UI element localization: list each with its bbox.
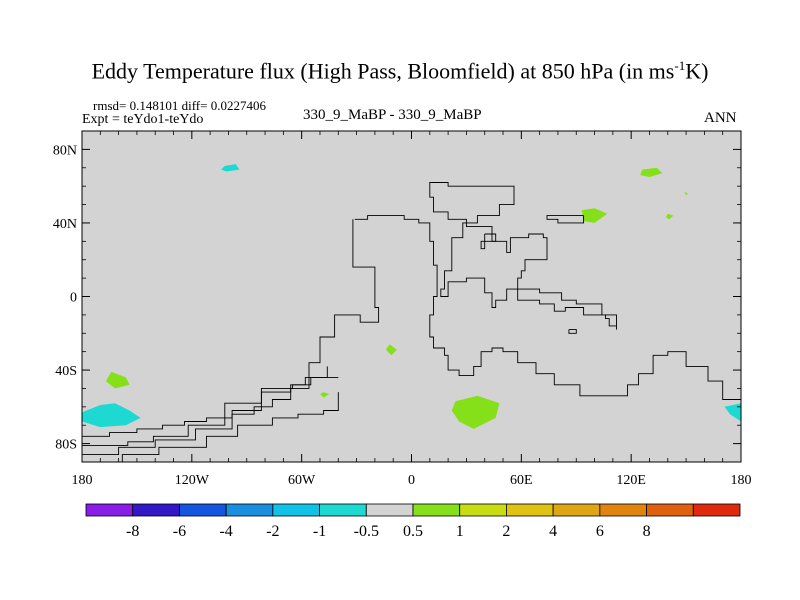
anomaly-region-2 [82,403,141,428]
anomaly-region-7 [640,167,663,177]
colorbar-swatch-13 [692,503,741,517]
y-tick-label-4: 80S [55,438,77,453]
anomaly-regions [82,164,741,429]
season-label: ANN [704,110,737,126]
chart-title-end: K) [685,58,709,84]
rmsd-diff-label: rmsd= 0.148101 diff= 0.0227406 [93,98,266,113]
x-tick-label-4: 60E [510,473,533,488]
colorbar-swatch-9 [506,503,554,517]
y-tick-label-2: 0 [70,291,77,306]
colorbar-swatch-3 [225,503,274,517]
colorbar-label-10: 6 [596,523,604,540]
case-names-label: 330_9_MaBP - 330_9_MaBP [303,107,482,123]
coastlines [81,182,742,462]
anomaly-region-4 [320,392,330,398]
colorbar-swatch-0 [85,503,134,517]
map-background [82,131,741,462]
x-tick-label-0: 180 [72,473,93,488]
y-tick-label-1: 40N [53,217,77,232]
colorbar-label-8: 2 [502,523,510,540]
experiment-label: Expt = teYdo1-teYdo [82,112,204,127]
x-tick-label-1: 120W [175,473,210,488]
x-tick-label-5: 120E [616,473,646,488]
coastline-3 [81,376,339,459]
anomaly-region-0 [221,164,240,172]
anomaly-region-5 [451,395,500,429]
x-tick-label-3: 0 [408,473,415,488]
colorbar-swatch-2 [179,503,227,517]
colorbar-label-6: 0.5 [403,523,423,540]
chart-title-superscript: -1 [674,58,686,73]
coastline-6 [480,233,497,250]
colorbar-swatch-6 [365,503,414,517]
anomaly-region-1 [105,371,130,389]
coastline-5 [429,182,617,330]
colorbar-swatch-5 [319,503,367,517]
coastline-4 [121,392,339,462]
colorbar-label-11: 8 [643,523,651,540]
colorbar-label-5: -0.5 [354,523,379,540]
colorbar-label-7: 1 [456,523,464,540]
coastline-7 [546,215,585,224]
colorbar-swatch-10 [552,503,601,517]
x-tick-label-2: 60W [288,473,316,488]
anomaly-region-9 [684,191,688,196]
chart-title-main: Eddy Temperature flux (High Pass, Bloomf… [91,58,675,84]
colorbar-swatch-1 [132,503,180,517]
anomaly-region-8 [665,213,674,220]
colorbar-label-4: -1 [313,523,326,540]
colorbar-label-2: -4 [219,523,232,540]
colorbar-label-1: -6 [173,523,186,540]
coastline-1 [354,215,742,426]
colorbar: -8 -6 -4 -2 -1 -0.5 0.5 1 2 4 6 8 [85,503,741,540]
anomaly-region-10 [724,403,741,422]
x-tick-label-6: 180 [731,473,752,488]
coastline-0 [82,219,380,437]
axis-ticks: 180 120W 60W 0 60E 120E 180 80N 40N 0 40S 80S [53,131,752,488]
colorbar-swatch-4 [272,503,320,517]
colorbar-label-9: 4 [549,523,557,540]
colorbar-swatch-7 [412,503,461,517]
anomaly-region-6 [581,208,608,223]
coastline-8 [568,329,577,334]
y-tick-label-0: 80N [53,143,77,158]
colorbar-swatch-11 [599,503,647,517]
colorbar-swatch-12 [646,503,694,517]
chart-title: Eddy Temperature flux (High Pass, Bloomf… [0,58,800,84]
colorbar-swatch-8 [459,503,507,517]
colorbar-label-0: -8 [126,523,139,540]
anomaly-region-3 [385,344,397,356]
coastline-2 [81,366,328,450]
colorbar-label-3: -2 [266,523,279,540]
y-tick-label-3: 40S [55,364,77,379]
